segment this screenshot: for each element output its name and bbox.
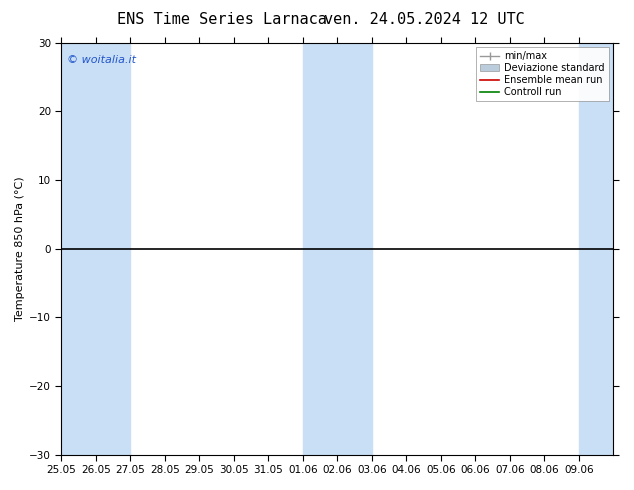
Bar (303, 43, 372, 455)
Bar (579, 43, 614, 455)
Legend: min/max, Deviazione standard, Ensemble mean run, Controll run: min/max, Deviazione standard, Ensemble m… (476, 48, 609, 101)
Bar (61, 43, 131, 455)
Y-axis label: Temperature 850 hPa (°C): Temperature 850 hPa (°C) (15, 176, 25, 321)
Text: ENS Time Series Larnaca: ENS Time Series Larnaca (117, 12, 327, 27)
Text: ven. 24.05.2024 12 UTC: ven. 24.05.2024 12 UTC (325, 12, 525, 27)
Text: © woitalia.it: © woitalia.it (67, 55, 136, 65)
